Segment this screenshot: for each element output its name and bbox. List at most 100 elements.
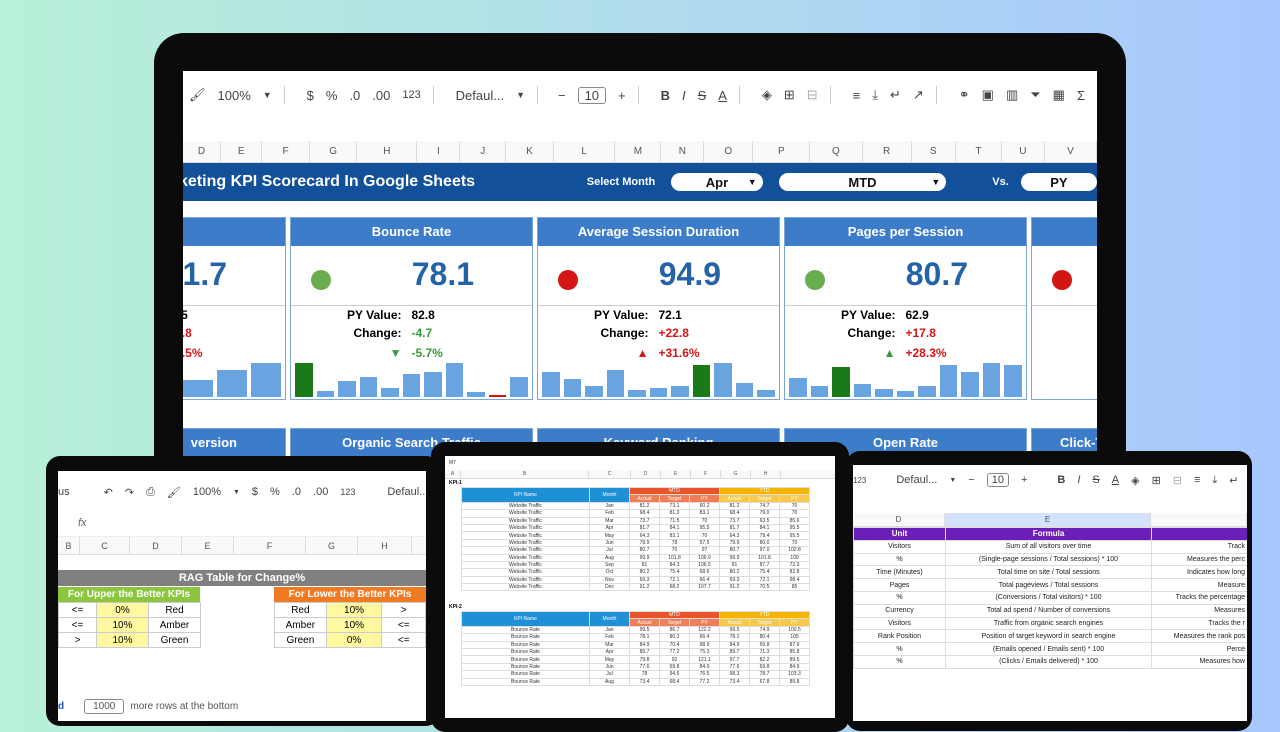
value-cell[interactable]: 84.9 <box>629 640 660 649</box>
valign-icon[interactable]: ⤓ <box>1212 473 1218 486</box>
value-cell[interactable]: 71.3 <box>749 647 780 657</box>
value-cell[interactable]: 109 <box>779 553 810 562</box>
value-cell[interactable]: 68.6 <box>689 568 720 577</box>
unit-cell[interactable]: % <box>853 642 946 656</box>
kpi-name-cell[interactable]: Website Traffic <box>461 553 590 562</box>
value-cell[interactable]: 87.9 <box>779 640 810 649</box>
column-header[interactable]: H <box>357 141 418 162</box>
value-cell[interactable]: 70.4 <box>659 640 690 649</box>
unit-cell[interactable]: Time (Minutes) <box>853 565 946 580</box>
valign-icon[interactable]: ⤓ <box>872 87 878 102</box>
fill-color-icon[interactable]: ◈ <box>1131 474 1140 487</box>
value-cell[interactable]: 99.9 <box>629 553 660 562</box>
value-cell[interactable]: 66.4 <box>689 575 720 585</box>
value-cell[interactable]: 95.5 <box>779 531 810 540</box>
cell-ref[interactable]: M7 <box>449 460 456 466</box>
column-header[interactable]: D <box>631 470 661 478</box>
value-cell[interactable]: 66.4 <box>689 633 720 642</box>
font-size-input[interactable]: 10 <box>577 86 607 104</box>
align-icon[interactable]: ≡ <box>852 87 861 103</box>
column-header[interactable]: K <box>506 141 554 162</box>
column-header[interactable]: I <box>417 141 461 162</box>
kpi-name-cell[interactable]: Bounce Rate <box>461 662 590 672</box>
percent-button[interactable]: % <box>270 486 280 498</box>
column-header[interactable]: A <box>445 470 461 478</box>
value-cell[interactable]: 101.8 <box>749 553 780 562</box>
value-cell[interactable]: 97.0 <box>749 546 780 555</box>
column-header[interactable]: G <box>306 537 358 554</box>
kpi-name-cell[interactable]: Bounce Rate <box>461 670 590 679</box>
month-cell[interactable]: Sep <box>589 560 630 570</box>
value-cell[interactable]: 94.5 <box>659 670 690 679</box>
rag-cell[interactable]: Amber <box>274 617 327 633</box>
value-cell[interactable]: 73.7 <box>719 516 750 525</box>
value-cell[interactable]: 101.8 <box>659 553 690 562</box>
kpi-name-cell[interactable]: Website Traffic <box>461 523 590 533</box>
kpi-name-cell[interactable]: Bounce Rate <box>461 625 590 635</box>
column-header[interactable]: D <box>130 537 182 554</box>
column-header[interactable]: N <box>661 141 705 162</box>
kpi-name-cell[interactable]: Website Traffic <box>461 501 590 511</box>
formula-bar[interactable]: fx <box>58 517 426 537</box>
value-cell[interactable]: 80.2 <box>629 568 660 577</box>
zoom-select[interactable]: 100% <box>217 87 251 103</box>
month-cell[interactable]: Aug <box>589 553 630 562</box>
value-cell[interactable]: 78.1 <box>629 633 660 642</box>
number-format-button[interactable]: 123 <box>340 487 356 497</box>
kpi-name-cell[interactable]: Bounce Rate <box>461 640 590 649</box>
formula-cell[interactable]: Total pageviews / Total sessions <box>945 578 1152 592</box>
value-cell[interactable]: 67.8 <box>749 677 780 686</box>
value-cell[interactable]: 81.7 <box>719 523 750 533</box>
rag-cell[interactable]: 10% <box>325 617 383 633</box>
value-cell[interactable]: 84.1 <box>749 523 780 533</box>
value-cell[interactable]: 99.5 <box>719 625 750 635</box>
kpi-name-cell[interactable]: Website Traffic <box>461 560 590 570</box>
month-cell[interactable]: Aug <box>589 677 630 686</box>
bold-button[interactable]: B <box>1057 474 1066 486</box>
merge-cells-icon[interactable]: ⊟ <box>806 87 818 102</box>
value-cell[interactable]: 84.9 <box>719 640 750 649</box>
plus-icon[interactable]: + <box>1020 474 1028 486</box>
column-header[interactable]: B <box>58 537 80 554</box>
value-cell[interactable]: 70 <box>779 509 810 518</box>
formula-cell[interactable]: Position of target keyword in search eng… <box>945 629 1152 644</box>
unit-cell[interactable]: Currency <box>853 603 946 618</box>
value-cell[interactable]: 89.8 <box>779 677 810 686</box>
kpi-card[interactable] <box>1031 217 1097 400</box>
decrease-decimal-button[interactable]: .0 <box>349 87 361 103</box>
month-dropdown[interactable]: Apr ▼ <box>671 173 763 191</box>
description-cell[interactable]: Measures <box>1151 603 1247 618</box>
value-cell[interactable]: 74.7 <box>749 501 780 511</box>
column-header[interactable]: F <box>691 470 721 478</box>
value-cell[interactable]: 91.2 <box>719 583 750 592</box>
month-cell[interactable]: Apr <box>589 523 630 533</box>
column-header[interactable]: H <box>358 537 412 554</box>
rag-cell[interactable]: 0% <box>325 632 383 648</box>
value-cell[interactable]: 105 <box>779 633 810 642</box>
value-cell[interactable]: 79.4 <box>749 531 780 540</box>
value-cell[interactable]: 77.2 <box>689 677 720 686</box>
value-cell[interactable]: 76.5 <box>689 670 720 679</box>
formula-cell[interactable]: Traffic from organic search engines <box>945 616 1152 631</box>
add-link[interactable]: d <box>58 701 65 712</box>
rag-cell[interactable]: 10% <box>96 617 149 633</box>
value-cell[interactable]: 82.8 <box>779 568 810 577</box>
column-header[interactable]: E <box>221 141 263 162</box>
column-header[interactable]: C <box>589 470 631 478</box>
value-cell[interactable]: 84.9 <box>689 662 720 672</box>
percent-button[interactable]: % <box>325 87 338 103</box>
value-cell[interactable]: 99.9 <box>719 553 750 562</box>
rag-cell[interactable]: <= <box>381 617 426 633</box>
column-header[interactable]: F <box>234 537 306 554</box>
month-cell[interactable]: Dec <box>589 583 630 592</box>
rag-cell[interactable]: Red <box>274 602 327 618</box>
value-cell[interactable]: 79.8 <box>629 655 660 664</box>
strikethrough-button[interactable]: S <box>1092 474 1100 486</box>
value-cell[interactable]: 70 <box>659 546 690 555</box>
chevron-down-icon[interactable]: ▼ <box>516 90 526 100</box>
rag-cell[interactable]: Amber <box>148 617 201 633</box>
borders-icon[interactable]: ⊞ <box>783 87 795 102</box>
value-cell[interactable]: 78 <box>659 538 690 548</box>
value-cell[interactable]: 89.5 <box>779 655 810 664</box>
menu-stub[interactable]: us <box>58 486 70 498</box>
